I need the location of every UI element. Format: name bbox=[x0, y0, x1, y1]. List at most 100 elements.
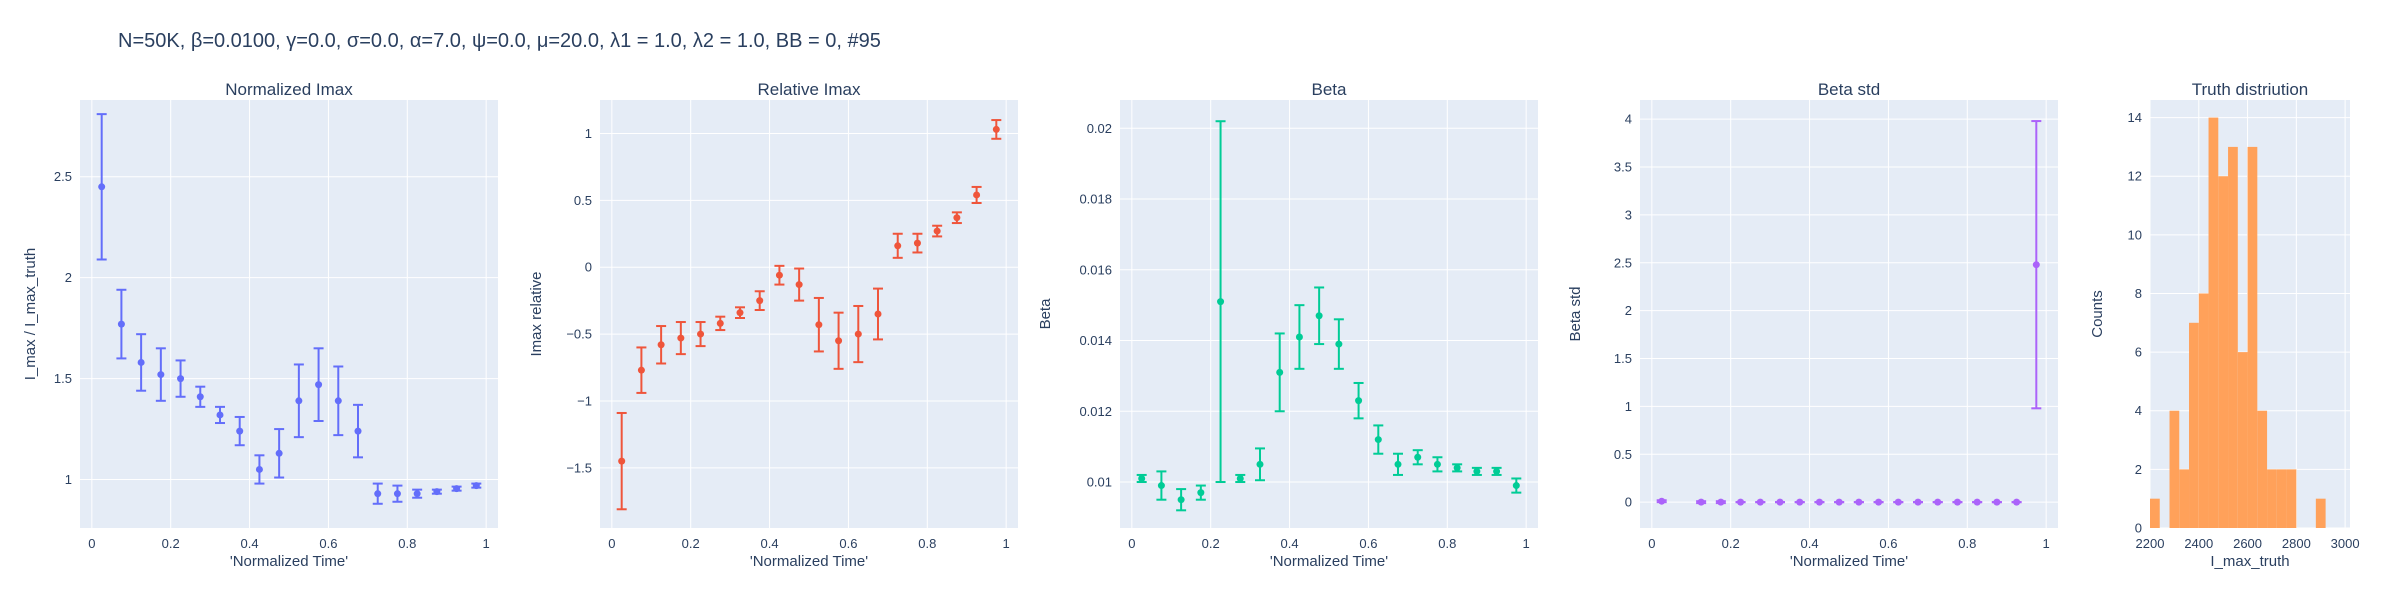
data-point bbox=[275, 449, 283, 457]
x-ticks-1: 0 0.2 0.4 0.6 0.8 1 bbox=[88, 536, 490, 551]
data-point bbox=[433, 488, 441, 496]
y-tick-label: 2.5 bbox=[1614, 255, 1632, 270]
data-point bbox=[1993, 498, 2001, 506]
x-tick-label: 1 bbox=[483, 536, 490, 551]
histogram-bar bbox=[2218, 176, 2229, 528]
data-point bbox=[1256, 460, 1264, 468]
x-ticks-3: 0 0.2 0.4 0.6 0.8 1 bbox=[1128, 536, 1530, 551]
marks-2 bbox=[616, 119, 1002, 511]
subplot-beta-std: 0 0.2 0.4 0.6 0.8 1 0 0.5 1 1.5 2 2.5 3 3.5 4 Beta st… bbox=[1567, 80, 2058, 570]
data-point bbox=[393, 490, 401, 498]
y-tick-label: −0.5 bbox=[566, 327, 592, 342]
y-axis-label-1: I_max / I_max_truth bbox=[22, 248, 39, 381]
histogram-bar bbox=[2189, 322, 2199, 528]
x-tick-label: 0.2 bbox=[162, 536, 180, 551]
data-point bbox=[354, 427, 362, 435]
y-axis-label-2: Imax relative bbox=[528, 271, 545, 356]
y-tick-label: 0.014 bbox=[1079, 333, 1112, 348]
x-tick-label: 0.4 bbox=[1281, 536, 1299, 551]
data-point bbox=[913, 239, 921, 247]
x-axis-label-2: 'Normalized Time' bbox=[750, 553, 868, 570]
x-axis-label-4: 'Normalized Time' bbox=[1790, 553, 1908, 570]
y-ticks-5: 0 2 4 6 8 10 12 14 bbox=[2128, 110, 2142, 535]
data-point bbox=[1815, 498, 1823, 506]
histogram-bar bbox=[2276, 469, 2287, 528]
data-point bbox=[1197, 489, 1205, 497]
data-point bbox=[992, 125, 1000, 133]
marks-5 bbox=[2150, 117, 2326, 528]
y-tick-label: 0.5 bbox=[574, 193, 592, 208]
subplot-title-5: Truth distriution bbox=[2192, 80, 2309, 99]
data-point bbox=[413, 490, 421, 498]
x-tick-label: 2200 bbox=[2136, 536, 2165, 551]
plot-area-2 bbox=[600, 100, 1018, 528]
data-point bbox=[1433, 460, 1441, 468]
x-tick-label: 0.4 bbox=[761, 536, 779, 551]
data-point bbox=[1512, 482, 1520, 490]
data-point bbox=[736, 309, 744, 317]
x-tick-label: 3000 bbox=[2331, 536, 2360, 551]
y-tick-label: −1 bbox=[577, 393, 592, 408]
y-tick-label: 10 bbox=[2128, 227, 2142, 242]
marks-3 bbox=[1136, 120, 1522, 512]
data-point bbox=[1914, 498, 1922, 506]
data-point bbox=[1335, 340, 1343, 348]
data-point bbox=[117, 320, 125, 328]
y-tick-label: 0 bbox=[585, 260, 592, 275]
data-point bbox=[2032, 261, 2040, 269]
data-point bbox=[1453, 464, 1461, 472]
data-point bbox=[677, 334, 685, 342]
data-point bbox=[255, 465, 263, 473]
y-tick-label: 6 bbox=[2135, 345, 2142, 360]
y-tick-label: −1.5 bbox=[566, 460, 592, 475]
x-tick-label: 0.6 bbox=[1879, 536, 1897, 551]
data-point bbox=[1157, 482, 1165, 490]
y-ticks-3: 0.01 0.012 0.014 0.016 0.018 0.02 bbox=[1079, 121, 1112, 490]
data-point bbox=[1756, 498, 1764, 506]
data-point bbox=[1835, 498, 1843, 506]
data-point bbox=[1394, 460, 1402, 468]
data-point bbox=[2013, 498, 2021, 506]
data-point bbox=[1934, 498, 1942, 506]
x-tick-label: 0.6 bbox=[1359, 536, 1377, 551]
data-point bbox=[1973, 498, 1981, 506]
subplot-beta: 0 0.2 0.4 0.6 0.8 1 0.010.0120.0140.0160.0180… bbox=[1037, 80, 1538, 570]
subplot-truth-distribution: 2200 2400 2600 2800 3000 0 2 4 6 8 10 12 14 Truth d… bbox=[2089, 80, 2360, 570]
y-tick-label: 2 bbox=[1625, 303, 1632, 318]
data-point bbox=[1776, 498, 1784, 506]
marks-4 bbox=[1656, 120, 2042, 506]
data-point bbox=[1493, 467, 1501, 475]
x-axis-label-1: 'Normalized Time' bbox=[230, 553, 348, 570]
data-point bbox=[98, 183, 106, 191]
data-point bbox=[618, 457, 626, 465]
x-tick-label: 0 bbox=[608, 536, 615, 551]
y-tick-label: 1 bbox=[585, 126, 592, 141]
data-point bbox=[1658, 497, 1666, 505]
x-tick-label: 0.8 bbox=[1438, 536, 1456, 551]
histogram-bar bbox=[2237, 352, 2248, 528]
y-tick-label: 4 bbox=[1625, 112, 1632, 127]
data-point bbox=[697, 330, 705, 338]
y-tick-label: 2.5 bbox=[54, 169, 72, 184]
x-tick-label: 2400 bbox=[2184, 536, 2213, 551]
subplot-relative-imax: 0 0.2 0.4 0.6 0.8 1 −1.5 −1 −0.5 0 0.5 1 Relative … bbox=[528, 80, 1018, 570]
data-point bbox=[973, 191, 981, 199]
data-point bbox=[637, 366, 645, 374]
data-point bbox=[472, 482, 480, 490]
histogram-bar bbox=[2208, 117, 2219, 528]
histogram-bar bbox=[2169, 410, 2180, 528]
y-axis-label-4: Beta std bbox=[1567, 286, 1584, 341]
y-tick-label: 2 bbox=[65, 270, 72, 285]
x-tick-label: 0.6 bbox=[839, 536, 857, 551]
data-point bbox=[157, 371, 165, 379]
histogram-bar bbox=[2198, 293, 2209, 528]
x-tick-label: 2800 bbox=[2282, 536, 2311, 551]
x-tick-label: 0.2 bbox=[1722, 536, 1740, 551]
grid-4 bbox=[1640, 100, 2058, 528]
y-ticks-4: 0 0.5 1 1.5 2 2.5 3 3.5 4 bbox=[1614, 112, 1632, 510]
y-tick-label: 0.02 bbox=[1087, 121, 1112, 136]
y-tick-label: 12 bbox=[2128, 169, 2142, 184]
y-tick-label: 0.01 bbox=[1087, 475, 1112, 490]
data-point bbox=[1355, 397, 1363, 405]
y-tick-label: 1 bbox=[65, 472, 72, 487]
